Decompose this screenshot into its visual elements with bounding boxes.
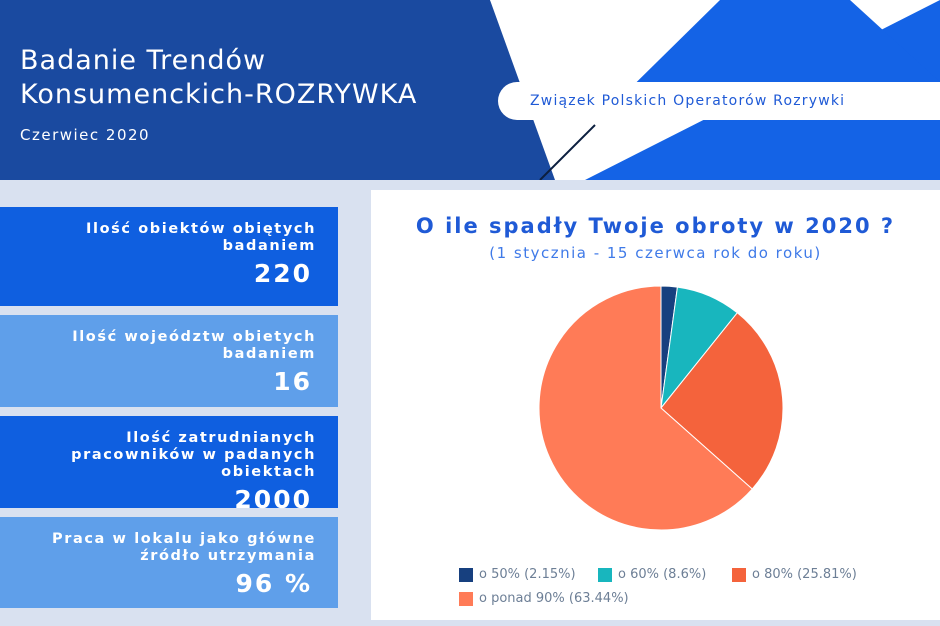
legend-item-0: o 50% (2.15%) xyxy=(459,567,576,582)
legend-swatch xyxy=(598,567,612,582)
legend-item-2: o 80% (25.81%) xyxy=(732,567,857,582)
legend-item-3: o ponad 90% (63.44%) xyxy=(459,591,629,606)
pie-slice-3 xyxy=(538,285,753,531)
pie-slice-2 xyxy=(660,312,784,490)
page-title-line2: Konsumenckich-ROZRYWKA xyxy=(20,79,418,110)
legend-label: o 60% (8.6%) xyxy=(618,567,707,582)
stat-card-income: Praca w lokalu jako główne źródło utrzym… xyxy=(0,517,338,608)
stat-value: 220 xyxy=(253,259,312,288)
pie-chart xyxy=(538,285,784,531)
stat-card-voivodeships: Ilość wojeództw obietych badaniem 16 xyxy=(0,315,338,407)
stat-label: Ilość wojeództw obietych badaniem xyxy=(72,329,316,362)
organization-name: Związek Polskich Operatorów Rozrywki xyxy=(530,93,846,109)
stat-label: Praca w lokalu jako główne źródło utrzym… xyxy=(51,531,316,564)
stat-value: 16 xyxy=(273,367,312,396)
stat-card-objects: Ilość obiektów obiętych badaniem 220 xyxy=(0,207,338,306)
report-date: Czerwiec 2020 xyxy=(20,126,151,144)
legend-swatch xyxy=(732,567,746,582)
legend-label: o 80% (25.81%) xyxy=(752,567,857,582)
legend-label: o ponad 90% (63.44%) xyxy=(479,591,629,606)
stat-value: 2000 xyxy=(234,485,312,514)
chart-subtitle: (1 stycznia - 15 czerwca rok do roku) xyxy=(489,244,822,262)
header-accent-line xyxy=(539,124,596,180)
stat-value: 96 % xyxy=(235,569,312,598)
chart-panel: O ile spadły Twoje obroty w 2020 ? (1 st… xyxy=(371,190,940,620)
legend-item-1: o 60% (8.6%) xyxy=(598,567,706,582)
organization-badge: Związek Polskich Operatorów Rozrywki xyxy=(498,82,940,120)
header-navy-shape xyxy=(0,0,555,180)
stat-card-employees: Ilość zatrudnianych pracowników w padany… xyxy=(0,416,338,514)
page-title-line1: Badanie Trendów xyxy=(20,45,267,76)
legend-swatch xyxy=(459,591,473,606)
header-banner: Badanie Trendów Konsumenckich-ROZRYWKA C… xyxy=(0,0,940,180)
legend-swatch xyxy=(459,567,473,582)
legend-label: o 50% (2.15%) xyxy=(479,567,576,582)
chart-title: O ile spadły Twoje obroty w 2020 ? xyxy=(415,214,896,238)
stat-label: Ilość obiektów obiętych badaniem xyxy=(86,221,316,254)
stat-label: Ilość zatrudnianych pracowników w padany… xyxy=(71,430,316,480)
